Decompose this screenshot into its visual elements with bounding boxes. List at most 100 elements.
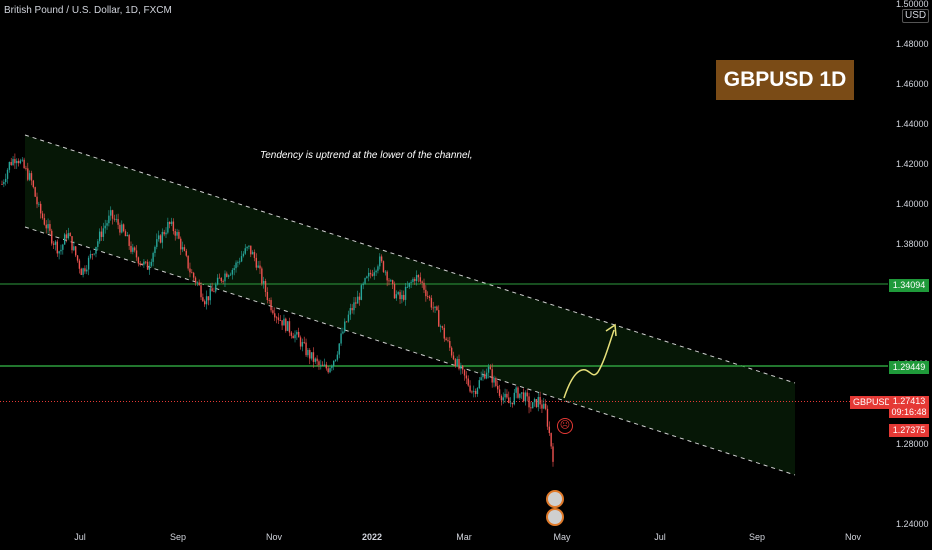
candle-body — [75, 246, 77, 256]
candle-body — [30, 173, 33, 181]
candle-body — [386, 271, 388, 281]
candle-body — [58, 251, 60, 254]
projection-arrow — [563, 329, 615, 399]
candle-body — [73, 246, 75, 251]
candle-body — [67, 233, 70, 239]
candle-body — [408, 282, 410, 287]
candle-body — [119, 224, 121, 233]
candle-body — [28, 173, 31, 180]
candle-body — [80, 268, 82, 275]
candle-body — [6, 169, 9, 179]
candles-group — [1, 153, 554, 467]
candle-body — [406, 286, 409, 288]
candle-body — [303, 342, 305, 343]
candle-body — [504, 393, 506, 398]
candle-body — [211, 288, 213, 292]
candle-body — [452, 355, 455, 360]
candle-body — [82, 268, 84, 275]
price-axis[interactable]: 1.50000 1.48000 1.46000 1.44000 1.42000 1.400… — [896, 0, 929, 550]
candle-body — [415, 275, 418, 282]
currency-label[interactable]: USD — [902, 9, 930, 23]
candle-body — [498, 389, 501, 396]
candle-body — [150, 261, 152, 266]
candle-body — [454, 359, 457, 367]
candle-body — [327, 368, 329, 373]
candle-body — [71, 236, 73, 251]
candle-body — [508, 397, 510, 404]
x-tick-label: Nov — [266, 532, 283, 542]
x-tick-label: Sep — [170, 532, 186, 542]
candle-body — [520, 392, 523, 394]
candle-body — [421, 281, 423, 283]
candle-body — [397, 292, 399, 295]
candle-body — [347, 314, 350, 322]
candle-body — [480, 377, 482, 381]
candle-body — [36, 196, 38, 205]
candle-body — [358, 296, 361, 300]
candle-body — [482, 374, 484, 378]
level-tag-1: 1.34094 — [889, 279, 929, 292]
candle-body — [399, 292, 401, 300]
low-price-tag: 1.27375 — [889, 424, 929, 437]
candle-body — [113, 218, 116, 220]
candle-body — [528, 396, 530, 408]
candle-body — [277, 317, 280, 321]
candle-body — [224, 273, 226, 282]
candle-body — [41, 213, 44, 219]
uk-flag-event-icon[interactable] — [546, 490, 564, 508]
candle-body — [172, 221, 175, 232]
candle-body — [513, 392, 516, 405]
channel-upper-line — [24, 134, 796, 384]
candle-body — [272, 310, 274, 314]
candle-body — [4, 178, 7, 182]
candle-body — [235, 262, 237, 269]
candle-body — [187, 255, 189, 269]
candle-body — [349, 308, 351, 315]
candle-body — [126, 235, 129, 237]
candle-body — [312, 352, 315, 362]
candle-body — [248, 245, 250, 247]
candle-body — [215, 284, 217, 292]
candle-body — [152, 253, 154, 262]
candle-body — [106, 223, 108, 226]
candle-body — [469, 385, 471, 392]
candle-body — [439, 326, 442, 328]
candle-body — [14, 159, 16, 164]
candle-body — [268, 299, 270, 301]
candle-body — [95, 246, 97, 254]
time-axis[interactable]: Jul Sep Nov 2022 Mar May Jul Sep Nov — [74, 532, 861, 542]
candle-body — [255, 257, 258, 268]
candle-body — [8, 161, 11, 170]
candle-body — [281, 320, 283, 326]
candle-body — [296, 331, 298, 335]
candle-body — [463, 369, 466, 376]
candle-body — [266, 291, 269, 300]
candle-body — [76, 255, 79, 261]
candle-body — [132, 247, 134, 252]
candle-body — [456, 358, 458, 367]
candle-body — [310, 352, 313, 359]
candle-body — [100, 231, 103, 237]
candle-body — [117, 219, 119, 225]
candle-body — [382, 261, 385, 272]
candle-body — [204, 301, 206, 305]
candle-body — [366, 276, 368, 279]
y-tick-label: 1.46000 — [896, 79, 929, 89]
candle-body — [484, 374, 486, 379]
us-flag-event-icon[interactable] — [546, 508, 564, 526]
candle-body — [56, 241, 58, 254]
y-tick-label: 1.50000 — [896, 0, 929, 9]
candle-body — [314, 358, 316, 362]
candle-body — [355, 302, 357, 304]
candle-body — [89, 254, 92, 258]
candle-body — [541, 404, 543, 409]
candle-body — [502, 397, 504, 401]
x-tick-label: Mar — [456, 532, 472, 542]
candle-body — [329, 368, 331, 373]
candle-body — [242, 253, 245, 257]
candle-body — [485, 372, 488, 379]
candle-body — [161, 231, 164, 243]
candle-body — [181, 247, 184, 250]
candle-body — [449, 340, 451, 348]
